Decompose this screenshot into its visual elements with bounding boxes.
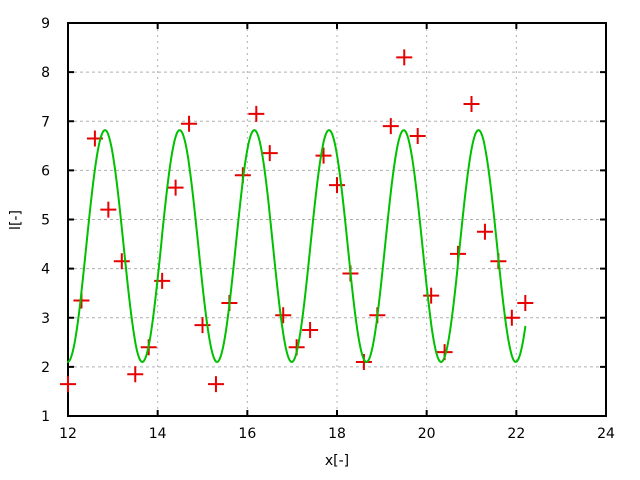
data-point-marker (423, 287, 440, 304)
data-point-marker (355, 353, 372, 370)
data-point-marker (302, 322, 319, 339)
data-point-marker (100, 201, 117, 218)
x-tick-label: 22 (507, 426, 525, 442)
data-point-marker (261, 145, 278, 162)
y-tick-label: 8 (41, 65, 50, 81)
data-point-marker (463, 96, 480, 113)
data-point-marker (127, 366, 144, 383)
data-point-marker (396, 49, 413, 66)
x-tick-label: 18 (328, 426, 346, 442)
y-tick-label: 1 (41, 409, 50, 425)
y-tick-label: 5 (41, 213, 50, 229)
x-axis-title: x[-] (324, 453, 350, 469)
x-tick-label: 12 (59, 426, 77, 442)
data-point-marker (382, 118, 399, 135)
x-tick-label: 24 (597, 426, 615, 442)
y-axis-title: l[-] (8, 210, 24, 230)
x-tick-label: 20 (418, 426, 436, 442)
data-point-marker (517, 295, 534, 312)
data-point-marker (476, 223, 493, 240)
x-tick-label: 16 (238, 426, 256, 442)
y-tick-label: 9 (41, 16, 50, 32)
y-tick-label: 6 (41, 163, 50, 179)
data-point-marker (113, 253, 130, 270)
y-tick-label: 2 (41, 360, 50, 376)
data-point-marker (248, 105, 265, 122)
data-point-marker (207, 376, 224, 393)
fit-curve-line (67, 129, 527, 363)
y-tick-label: 4 (41, 262, 50, 278)
data-point-marker (503, 309, 520, 326)
data-point-marker (60, 376, 76, 393)
y-tick-label: 3 (41, 311, 50, 327)
data-point-marker (329, 177, 345, 194)
data-point-marker (315, 147, 332, 164)
x-tick-label: 14 (149, 426, 167, 442)
data-point-marker (167, 179, 184, 196)
data-point-marker (275, 307, 292, 324)
y-tick-label: 7 (41, 114, 50, 130)
data-point-marker (409, 127, 426, 144)
data-point-marker (181, 115, 198, 132)
